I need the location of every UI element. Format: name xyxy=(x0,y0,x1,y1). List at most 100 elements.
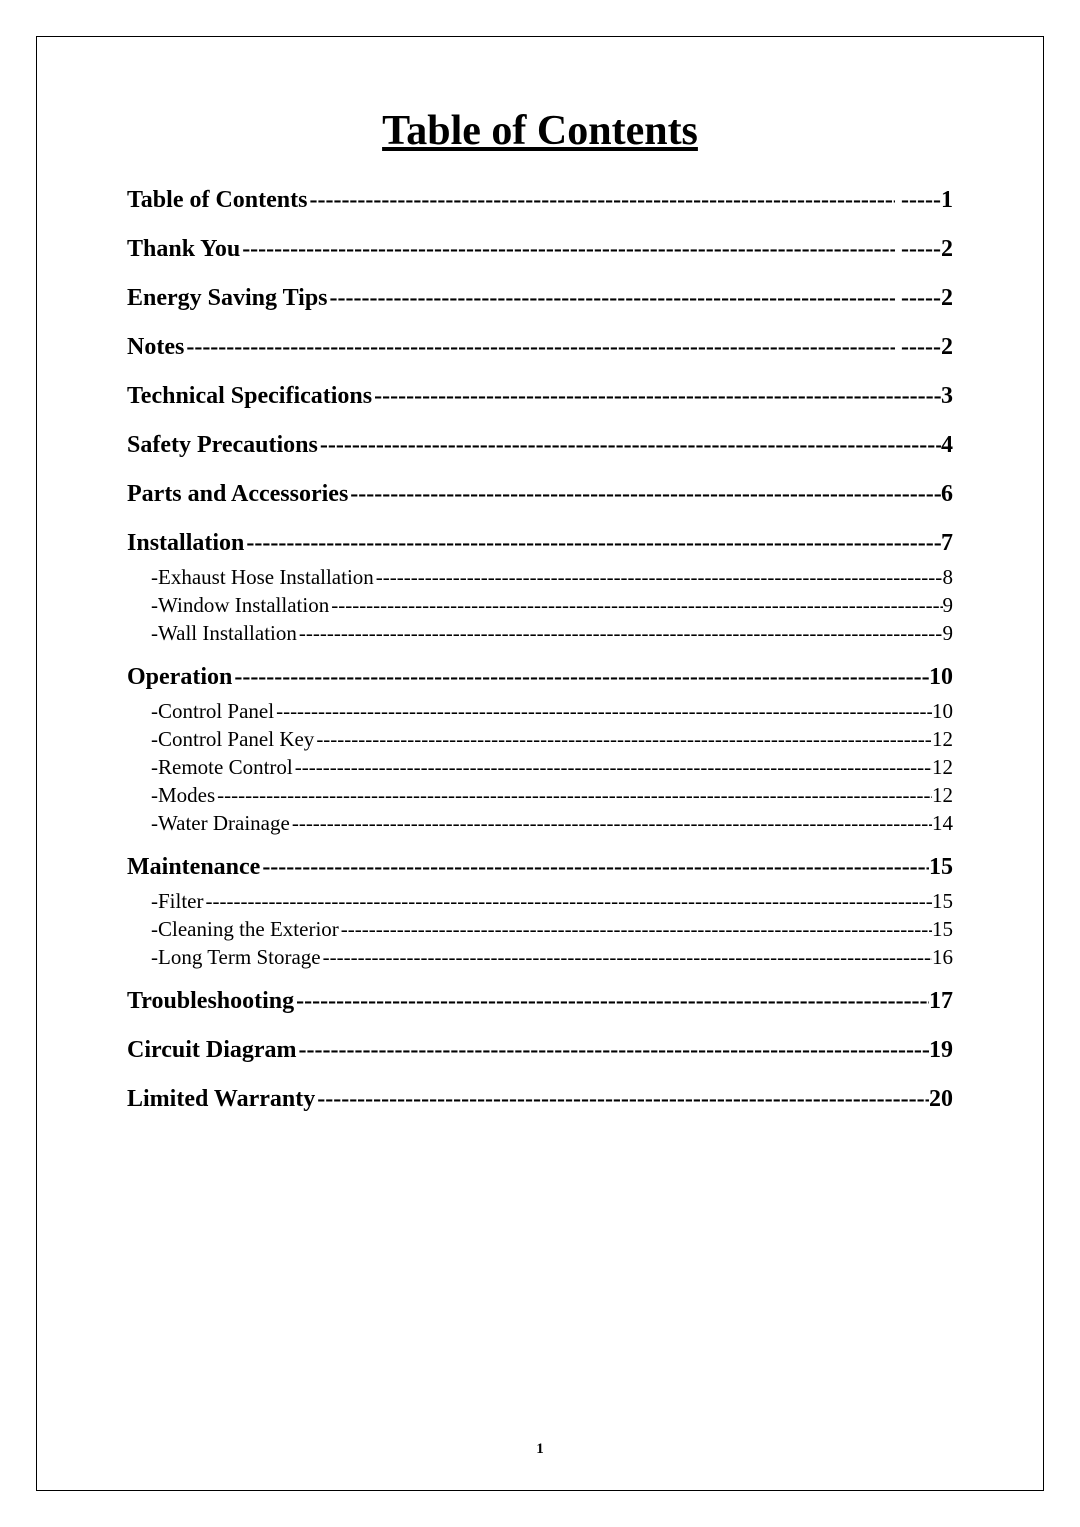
toc-container: Table of Contents-----------------------… xyxy=(127,187,953,1113)
toc-entry-page: 9 xyxy=(943,621,954,646)
toc-entry-label: Water Drainage xyxy=(158,811,290,836)
toc-sub-entry: -Long Term Storage----------------------… xyxy=(151,945,953,970)
toc-entry-page: 15 xyxy=(932,889,953,914)
toc-leader: ----------------------------------------… xyxy=(314,727,932,752)
toc-entry-label: Table of Contents xyxy=(127,187,307,214)
toc-sub-entry: -Exhaust Hose Installation--------------… xyxy=(151,565,953,590)
toc-entry-label: Filter xyxy=(158,889,204,914)
toc-leader: ----------------------------------------… xyxy=(374,565,943,590)
toc-leader: ----------------------------------------… xyxy=(290,811,932,836)
toc-leader: ----------------------------------------… xyxy=(321,945,932,970)
toc-sub-entry: -Modes----------------------------------… xyxy=(151,783,953,808)
toc-entry-page: 15 xyxy=(932,917,953,942)
toc-entry-label: Circuit Diagram xyxy=(127,1037,297,1064)
toc-entry-label: Window Installation xyxy=(158,593,329,618)
toc-entry-label: Limited Warranty xyxy=(127,1086,315,1113)
toc-entry-page: 10 xyxy=(932,699,953,724)
toc-entry-label: Installation xyxy=(127,530,244,557)
toc-sub-entry: -Window Installation--------------------… xyxy=(151,593,953,618)
toc-entry-label: Remote Control xyxy=(158,755,293,780)
toc-entry-page: 4 xyxy=(941,432,953,459)
toc-sub-prefix: - xyxy=(151,945,158,970)
toc-entry-label: Notes xyxy=(127,334,184,361)
toc-entry-page: 16 xyxy=(932,945,953,970)
toc-sub-entry: -Control Panel--------------------------… xyxy=(151,699,953,724)
toc-entry-page: 1 xyxy=(941,187,953,214)
toc-entry-label: Technical Specifications xyxy=(127,383,372,410)
toc-leader: ----------------------------------------… xyxy=(293,755,932,780)
toc-leader: ----------------------------------------… xyxy=(315,1086,929,1113)
toc-sub-prefix: - xyxy=(151,565,158,590)
toc-extra-dashes: ----- xyxy=(901,187,941,214)
toc-main-entry: Safety Precautions----------------------… xyxy=(127,432,953,459)
toc-sub-entry: -Remote Control-------------------------… xyxy=(151,755,953,780)
toc-leader: ----------------------------------------… xyxy=(339,917,932,942)
toc-entry-page: 3 xyxy=(941,383,953,410)
document-page: Table of Contents Table of Contents-----… xyxy=(36,36,1044,1491)
toc-extra-dashes: ----- xyxy=(901,285,941,312)
toc-entry-label: Control Panel Key xyxy=(158,727,314,752)
toc-leader: ----------------------------------------… xyxy=(232,664,929,691)
toc-main-entry: Operation ------------------------------… xyxy=(127,664,953,691)
toc-main-entry: Notes-----------------------------------… xyxy=(127,334,953,361)
toc-leader: ----------------------------------------… xyxy=(294,988,929,1015)
toc-entry-label: Operation xyxy=(127,664,232,691)
toc-main-entry: Installation----------------------------… xyxy=(127,530,953,557)
toc-main-entry: Troubleshooting-------------------------… xyxy=(127,988,953,1015)
toc-extra-dashes: ----- xyxy=(901,334,941,361)
toc-entry-label: Parts and Accessories xyxy=(127,481,348,508)
toc-entry-page: 19 xyxy=(929,1037,953,1064)
toc-leader: ----------------------------------------… xyxy=(328,285,896,312)
toc-entry-label: Modes xyxy=(158,783,215,808)
toc-main-entry: Thank You-------------------------------… xyxy=(127,236,953,263)
toc-main-entry: Maintenance-----------------------------… xyxy=(127,854,953,881)
toc-leader: ----------------------------------------… xyxy=(372,383,941,410)
toc-sub-entry: -Control Panel Key----------------------… xyxy=(151,727,953,752)
toc-entry-page: 2 xyxy=(941,334,953,361)
toc-entry-page: 20 xyxy=(929,1086,953,1113)
toc-leader: ----------------------------------------… xyxy=(297,621,943,646)
toc-leader: ----------------------------------------… xyxy=(240,236,895,263)
toc-entry-label: Troubleshooting xyxy=(127,988,294,1015)
toc-sub-entry: -Cleaning the Exterior------------------… xyxy=(151,917,953,942)
toc-leader: ----------------------------------------… xyxy=(184,334,895,361)
toc-entry-label: Control Panel xyxy=(158,699,274,724)
toc-sub-prefix: - xyxy=(151,621,158,646)
toc-entry-page: 6 xyxy=(941,481,953,508)
toc-entry-label: Cleaning the Exterior xyxy=(158,917,339,942)
toc-entry-page: 14 xyxy=(932,811,953,836)
toc-leader: ----------------------------------------… xyxy=(348,481,941,508)
toc-main-entry: Table of Contents-----------------------… xyxy=(127,187,953,214)
toc-sub-entry: - Filter--------------------------------… xyxy=(151,889,953,914)
toc-leader: ----------------------------------------… xyxy=(318,432,941,459)
toc-entry-label: Thank You xyxy=(127,236,240,263)
page-title: Table of Contents xyxy=(127,107,953,155)
toc-entry-page: 2 xyxy=(941,236,953,263)
toc-leader: ----------------------------------------… xyxy=(260,854,929,881)
toc-entry-label: Energy Saving Tips xyxy=(127,285,328,312)
toc-sub-prefix: - xyxy=(151,889,158,914)
toc-leader: ----------------------------------------… xyxy=(329,593,942,618)
toc-entry-page: 12 xyxy=(932,783,953,808)
toc-sub-prefix: - xyxy=(151,699,158,724)
toc-sub-entry: -Water Drainage-------------------------… xyxy=(151,811,953,836)
toc-main-entry: Limited Warranty------------------------… xyxy=(127,1086,953,1113)
toc-entry-label: Safety Precautions xyxy=(127,432,318,459)
toc-entry-page: 12 xyxy=(932,755,953,780)
toc-main-entry: Energy Saving Tips----------------------… xyxy=(127,285,953,312)
toc-sub-prefix: - xyxy=(151,727,158,752)
toc-entry-label: Wall Installation xyxy=(158,621,297,646)
toc-sub-entry: -Wall Installation----------------------… xyxy=(151,621,953,646)
toc-leader: ----------------------------------------… xyxy=(297,1037,929,1064)
toc-entry-page: 8 xyxy=(943,565,954,590)
toc-leader: ----------------------------------------… xyxy=(307,187,895,214)
toc-sub-prefix: - xyxy=(151,783,158,808)
toc-sub-prefix: - xyxy=(151,755,158,780)
toc-main-entry: Technical Specifications----------------… xyxy=(127,383,953,410)
toc-leader: ----------------------------------------… xyxy=(274,699,932,724)
toc-sub-prefix: - xyxy=(151,917,158,942)
toc-leader: ----------------------------------------… xyxy=(215,783,932,808)
toc-entry-page: 10 xyxy=(929,664,953,691)
toc-main-entry: Parts and Accessories-------------------… xyxy=(127,481,953,508)
toc-leader: ----------------------------------------… xyxy=(244,530,941,557)
